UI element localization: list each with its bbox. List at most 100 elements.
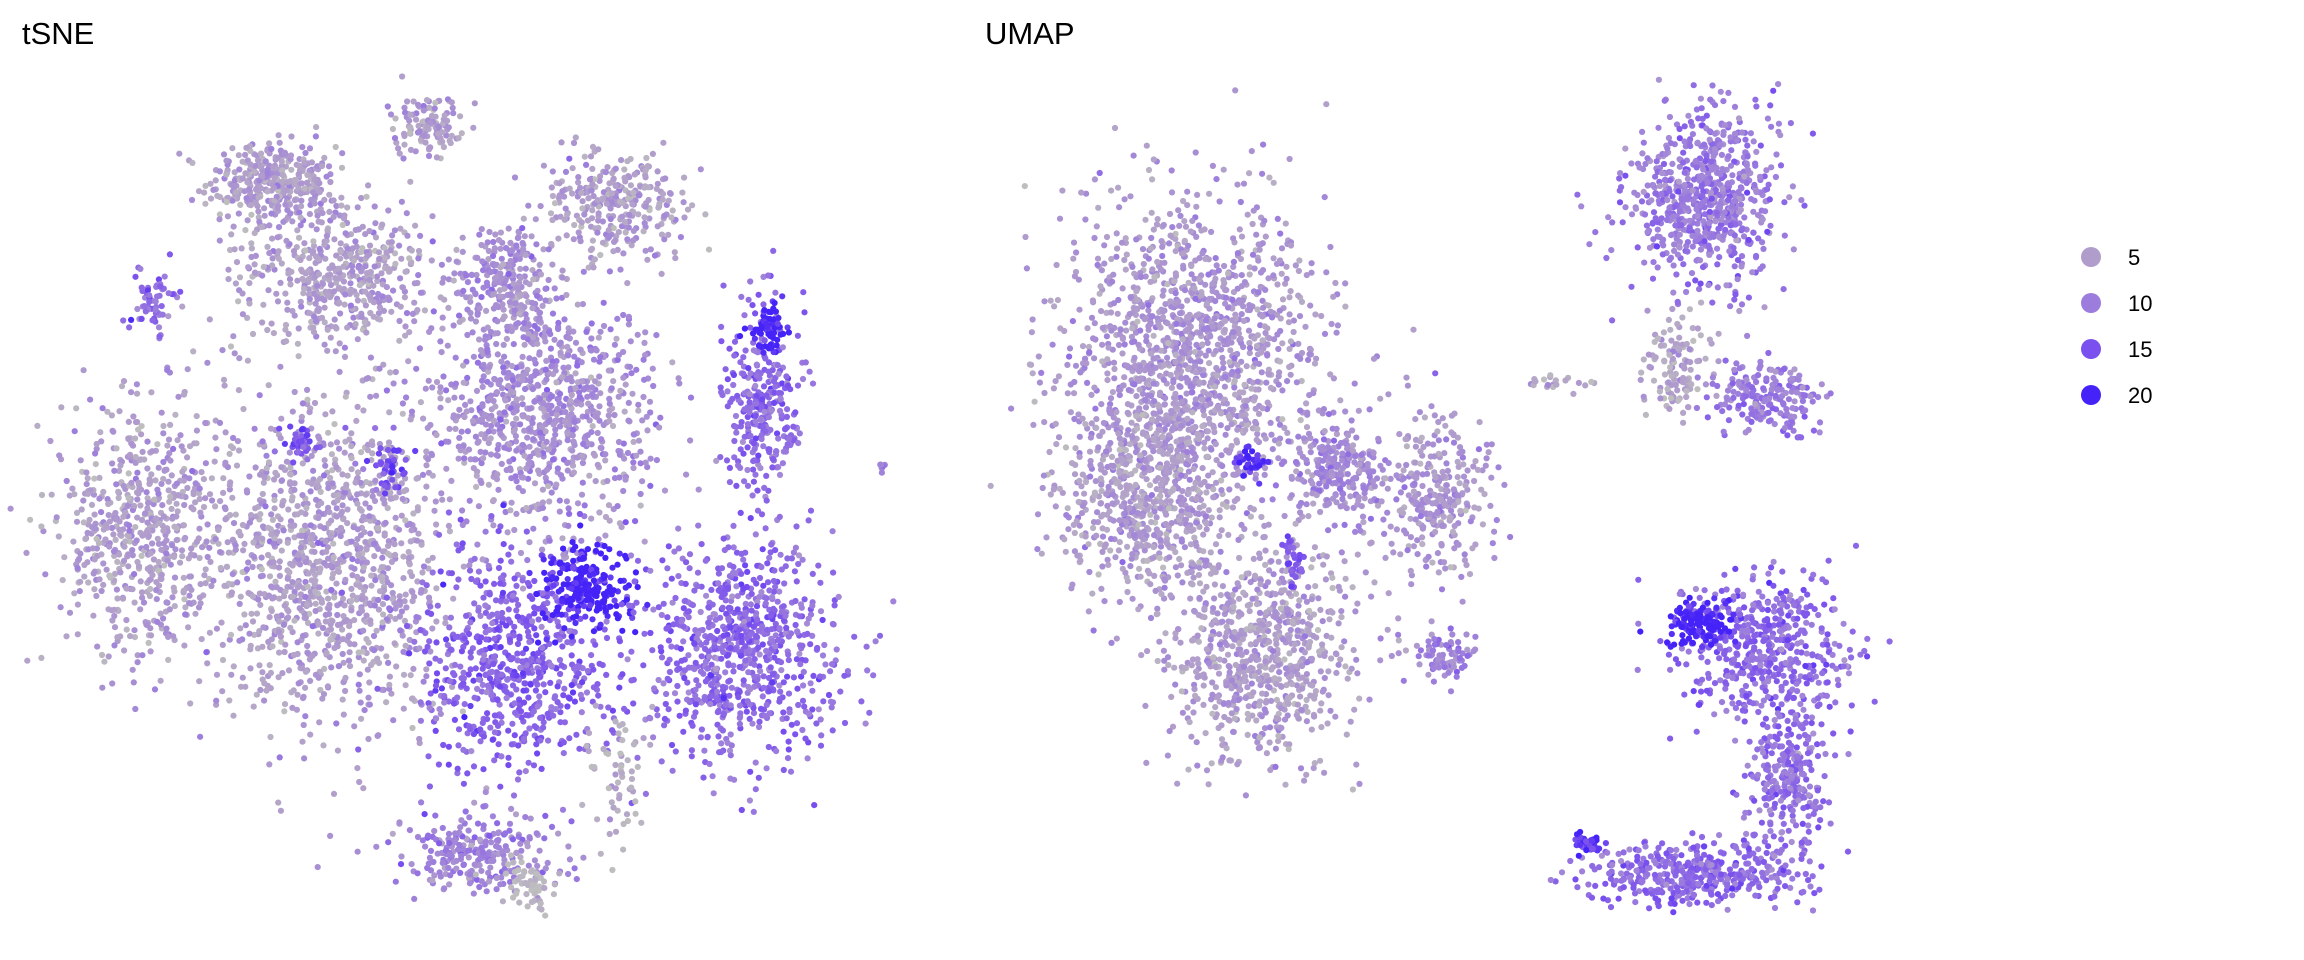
cell-point [286, 276, 294, 283]
cell-point [445, 124, 452, 131]
cell-point [144, 565, 151, 572]
cell-point [176, 150, 183, 157]
cell-point [450, 595, 457, 602]
cell-point [321, 154, 328, 161]
cell-point [230, 223, 237, 230]
cell-point [171, 574, 179, 581]
cell-point [70, 538, 77, 545]
cell-point [248, 610, 255, 617]
cell-point [188, 196, 196, 204]
cell-point [164, 442, 171, 449]
cell-point [564, 343, 571, 350]
cell-point [354, 558, 361, 565]
cell-point [287, 464, 294, 471]
cell-point [535, 467, 542, 474]
cell-point [549, 168, 556, 175]
cell-point [439, 496, 446, 503]
cell-point [577, 346, 584, 353]
cell-point [356, 671, 363, 678]
cell-point [240, 547, 247, 554]
cell-point [564, 467, 571, 474]
cell-point [363, 329, 370, 336]
cell-point [423, 124, 431, 131]
cell-point [184, 484, 191, 492]
cell-point [284, 299, 291, 306]
cell-point [282, 641, 289, 648]
cell-point [490, 291, 497, 298]
cell-point [294, 639, 301, 646]
cell-point [333, 202, 340, 210]
cell-point [558, 294, 566, 301]
cell-point [752, 471, 759, 478]
cell-point [153, 515, 160, 522]
cell-point [433, 618, 440, 625]
cell-point [402, 332, 409, 339]
cell-point [732, 412, 740, 420]
cell-point [340, 711, 347, 718]
cell-point [348, 585, 355, 593]
cell-point [207, 180, 214, 187]
cell-point [85, 579, 92, 586]
cell-point [458, 648, 465, 655]
cell-point [373, 273, 381, 280]
cell-point [607, 326, 614, 333]
cell-point [73, 518, 81, 525]
cell-point [235, 298, 242, 305]
cell-point [226, 450, 233, 457]
cell-point [504, 676, 511, 683]
cell-point [453, 246, 460, 253]
cell-point [513, 478, 520, 485]
cell-point [767, 316, 774, 323]
cell-point [460, 287, 467, 294]
cell-point [687, 394, 695, 401]
cell-point [247, 161, 254, 168]
cell-point [270, 559, 277, 566]
cell-point [404, 98, 411, 105]
cell-point [95, 540, 102, 547]
cell-point [407, 178, 414, 185]
cell-point [117, 462, 124, 469]
cell-point [552, 431, 559, 438]
cell-point [423, 666, 430, 673]
cell-point [306, 310, 313, 317]
cell-point [731, 352, 738, 359]
cell-point [330, 540, 337, 547]
cell-point [604, 164, 611, 171]
cell-point [267, 425, 275, 432]
cell-point [195, 188, 203, 195]
cell-point [184, 454, 191, 461]
cell-point [433, 585, 440, 592]
cell-point [494, 318, 501, 325]
cell-point [143, 543, 150, 551]
cell-point [341, 618, 348, 625]
cell-point [423, 462, 430, 469]
cell-point [523, 528, 530, 535]
cell-point [768, 407, 775, 414]
cell-point [288, 689, 295, 696]
cell-point [352, 238, 359, 245]
cell-point [315, 305, 322, 312]
cell-point [480, 361, 487, 368]
cell-point [259, 535, 266, 542]
cell-point [366, 513, 373, 520]
cell-point [252, 200, 259, 207]
cell-point [370, 299, 377, 306]
cell-point [624, 449, 632, 457]
cell-point [84, 475, 91, 482]
cell-point [515, 484, 522, 491]
cell-point [501, 313, 508, 320]
cell-point [517, 265, 524, 272]
cell-point [552, 594, 559, 601]
cell-point [386, 296, 393, 303]
cell-point [239, 158, 246, 165]
cell-point [344, 245, 351, 252]
cell-point [357, 545, 364, 552]
cell-point [269, 235, 276, 242]
cell-point [249, 330, 257, 338]
cell-point [602, 169, 610, 176]
cell-point [378, 270, 385, 277]
cell-point [282, 326, 289, 333]
cell-point [620, 374, 627, 381]
cell-point [757, 416, 764, 423]
cell-point [641, 214, 648, 221]
